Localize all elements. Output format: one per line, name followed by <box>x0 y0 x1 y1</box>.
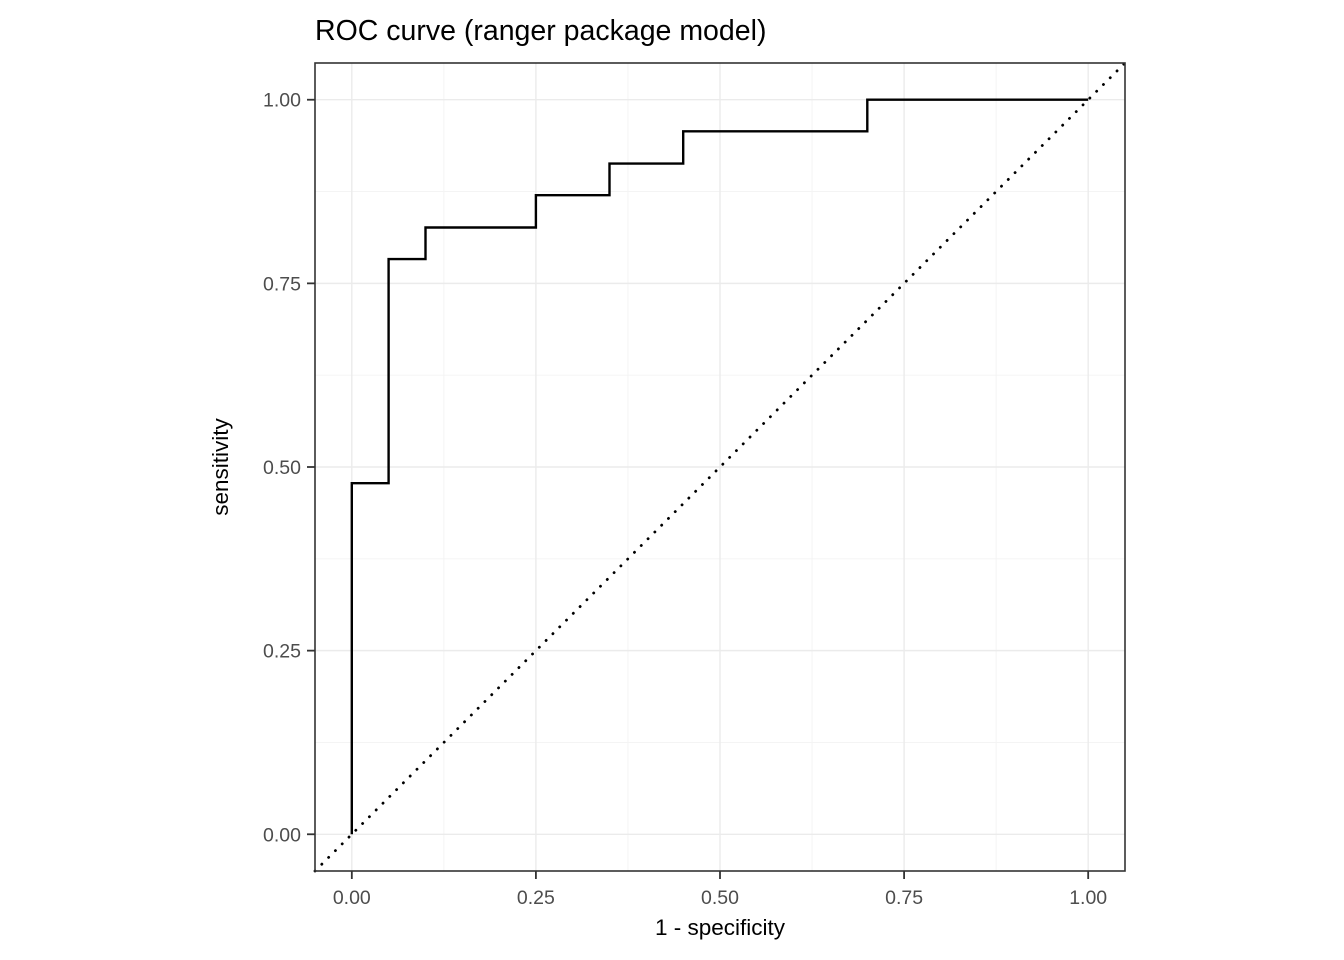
y-tick-label: 0.50 <box>263 457 301 479</box>
x-tick-label: 0.75 <box>885 887 923 909</box>
plot-title: ROC curve (ranger package model) <box>315 15 766 47</box>
x-tick-label: 1.00 <box>1069 887 1107 909</box>
chart-layers: 0.00 0.25 0.50 0.75 1.00 0.00 0.25 0.50 0.75 1.00 <box>263 61 1127 909</box>
y-tick-label: 0.75 <box>263 273 301 295</box>
y-tick-label: 0.00 <box>263 824 301 846</box>
chance-diagonal-line <box>313 61 1127 873</box>
roc-curve-line <box>350 98 1089 835</box>
y-tick-label: 1.00 <box>263 90 301 112</box>
x-tick-label: 0.00 <box>333 887 371 909</box>
x-tick-label: 0.25 <box>517 887 555 909</box>
y-axis-title: sensitivity <box>208 417 233 515</box>
x-tick-label: 0.50 <box>701 887 739 909</box>
y-tick-label: 0.25 <box>263 641 301 663</box>
x-axis-title: 1 - specificity <box>655 915 786 940</box>
